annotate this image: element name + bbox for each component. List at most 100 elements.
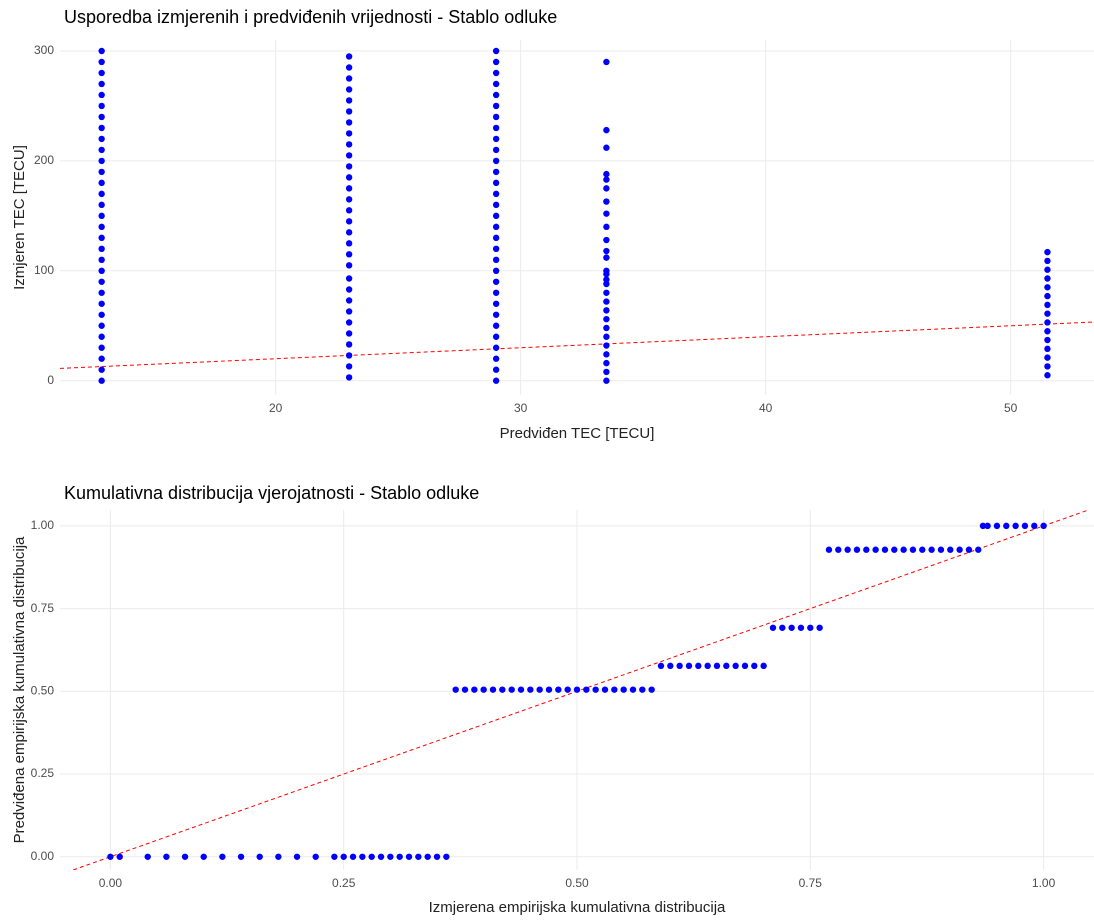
point xyxy=(256,853,263,860)
point xyxy=(603,307,610,314)
y-tick-label: 0.75 xyxy=(31,601,55,615)
point xyxy=(237,853,245,860)
point xyxy=(603,377,610,384)
point xyxy=(1044,284,1051,291)
point xyxy=(492,212,500,220)
point xyxy=(603,144,610,151)
point xyxy=(98,333,105,340)
reference-line xyxy=(60,321,1094,369)
point xyxy=(359,853,366,860)
point xyxy=(1012,522,1019,530)
x-tick-label: 30 xyxy=(514,401,528,415)
point xyxy=(603,126,610,134)
y-tick-label: 300 xyxy=(34,43,54,57)
point xyxy=(639,686,646,693)
y-tick-label: 200 xyxy=(34,153,54,167)
point xyxy=(452,686,459,693)
point xyxy=(98,124,105,132)
point xyxy=(471,686,478,693)
point xyxy=(98,91,105,99)
point xyxy=(345,286,353,293)
chart: Usporedba izmjerenih i predviđenih vrije… xyxy=(11,7,1094,442)
point xyxy=(492,256,500,264)
point xyxy=(937,546,945,553)
point xyxy=(98,366,105,373)
point xyxy=(98,234,105,242)
point xyxy=(573,686,581,693)
point xyxy=(492,113,500,121)
point xyxy=(603,368,610,376)
point xyxy=(492,168,500,176)
point xyxy=(293,853,301,860)
point xyxy=(345,141,353,148)
point xyxy=(1040,522,1047,530)
point xyxy=(480,686,487,693)
point xyxy=(807,624,814,631)
point xyxy=(853,546,861,553)
point xyxy=(98,69,105,77)
point xyxy=(1044,292,1051,300)
point xyxy=(603,359,610,367)
point xyxy=(657,662,665,670)
point xyxy=(312,853,319,860)
point xyxy=(863,546,870,553)
y-tick-label: 1.00 xyxy=(31,518,55,532)
point xyxy=(181,853,189,860)
point xyxy=(1044,266,1051,273)
point xyxy=(200,853,207,860)
point xyxy=(345,75,353,82)
point xyxy=(1044,248,1051,256)
point xyxy=(629,686,637,693)
point xyxy=(98,223,105,231)
point xyxy=(492,267,500,275)
point xyxy=(492,58,500,66)
point xyxy=(492,245,500,253)
point xyxy=(603,58,610,66)
point xyxy=(564,686,571,693)
x-axis-title: Predviđen TEC [TECU] xyxy=(500,425,655,442)
point xyxy=(461,686,469,693)
point xyxy=(603,298,610,305)
point xyxy=(396,853,403,860)
point xyxy=(993,522,1001,530)
point xyxy=(163,853,170,860)
point xyxy=(345,352,353,359)
point xyxy=(603,324,610,332)
point xyxy=(741,662,749,670)
point xyxy=(345,308,353,315)
point xyxy=(603,198,610,205)
point xyxy=(499,686,506,693)
point xyxy=(1044,319,1051,326)
point xyxy=(603,351,610,358)
point xyxy=(492,223,500,231)
point xyxy=(603,276,610,283)
point xyxy=(1044,372,1051,379)
point xyxy=(928,546,935,553)
point xyxy=(98,245,105,253)
point xyxy=(527,686,534,693)
point xyxy=(98,256,105,264)
point xyxy=(508,686,515,693)
point xyxy=(144,853,151,860)
point xyxy=(492,344,500,351)
point xyxy=(98,267,105,275)
point xyxy=(667,662,674,670)
point xyxy=(345,240,353,247)
point xyxy=(98,201,105,209)
point xyxy=(98,311,105,318)
point xyxy=(788,624,795,631)
point xyxy=(713,662,721,670)
y-tick-label: 100 xyxy=(34,263,54,277)
point xyxy=(98,212,105,220)
point xyxy=(345,297,353,304)
point xyxy=(769,624,777,631)
point xyxy=(825,546,833,553)
x-tick-label: 0.25 xyxy=(332,876,356,890)
point xyxy=(98,146,105,154)
point xyxy=(98,300,105,307)
point xyxy=(603,170,610,178)
point xyxy=(603,176,610,183)
point xyxy=(98,102,105,110)
point xyxy=(1044,354,1051,361)
